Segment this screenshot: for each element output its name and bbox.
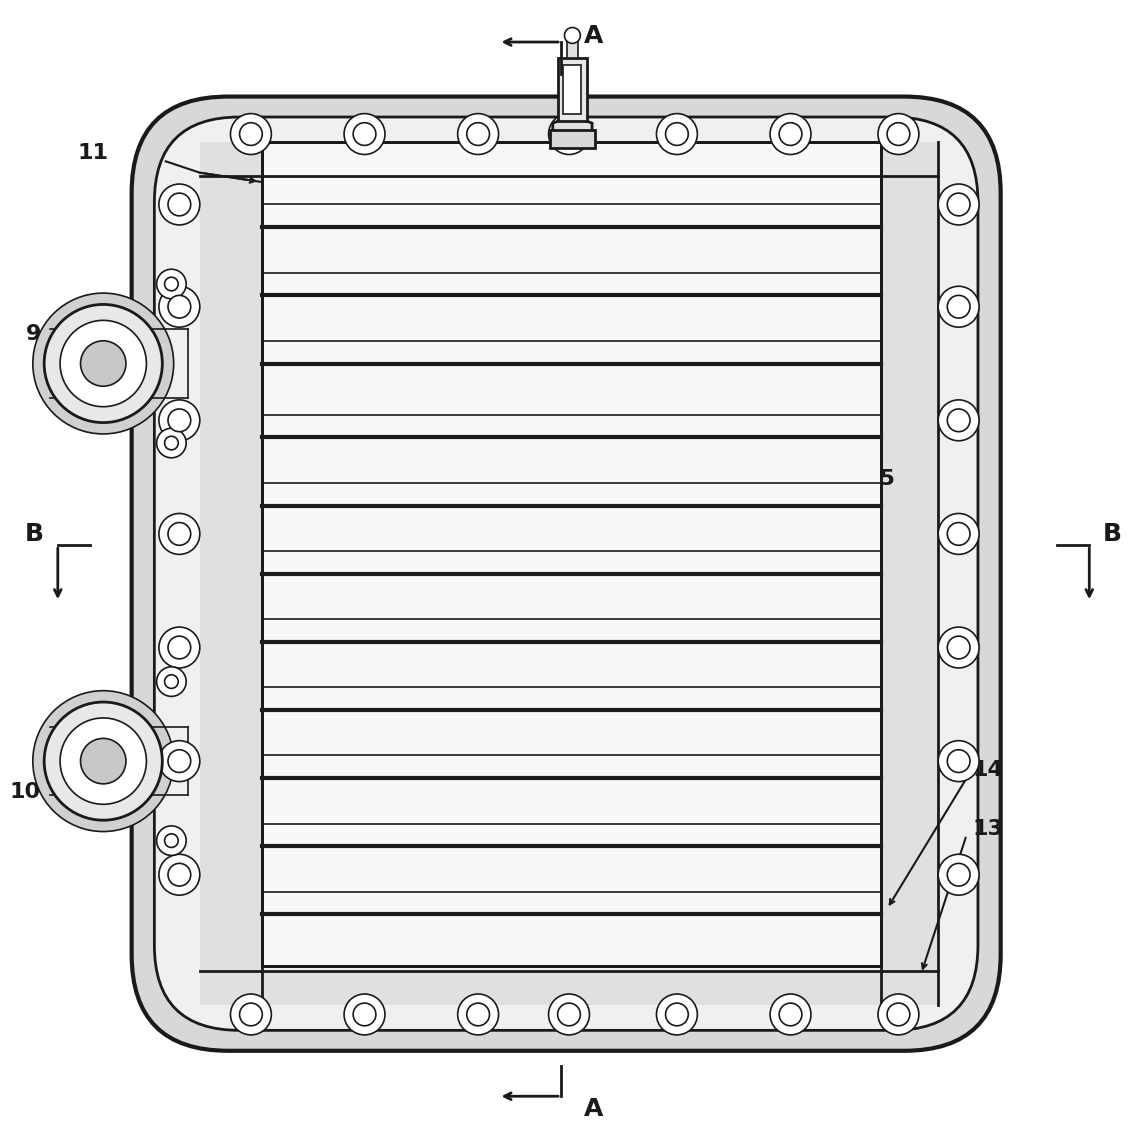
Bar: [563, 65, 582, 114]
Text: 15: 15: [865, 469, 896, 490]
Circle shape: [33, 691, 174, 832]
Circle shape: [159, 627, 200, 668]
Circle shape: [888, 1003, 909, 1026]
Circle shape: [938, 627, 979, 668]
Text: 10: 10: [9, 782, 41, 802]
Bar: [200, 142, 262, 1005]
Circle shape: [780, 1003, 802, 1026]
Text: 14: 14: [972, 760, 1004, 780]
Bar: [882, 142, 938, 1005]
Text: B: B: [1103, 521, 1122, 546]
Circle shape: [165, 675, 179, 688]
Circle shape: [344, 114, 385, 154]
Bar: [200, 142, 938, 176]
Circle shape: [44, 304, 163, 423]
Circle shape: [240, 1003, 262, 1026]
Circle shape: [549, 994, 589, 1035]
Circle shape: [947, 295, 970, 318]
Bar: [558, 58, 587, 120]
Circle shape: [165, 277, 179, 291]
Circle shape: [159, 286, 200, 327]
Circle shape: [938, 741, 979, 782]
Circle shape: [457, 114, 498, 154]
Text: A: A: [584, 1096, 603, 1121]
Circle shape: [770, 114, 811, 154]
Circle shape: [33, 293, 174, 434]
Circle shape: [159, 400, 200, 441]
Circle shape: [947, 750, 970, 772]
Circle shape: [947, 863, 970, 886]
Circle shape: [60, 718, 147, 804]
Circle shape: [888, 123, 909, 145]
Circle shape: [168, 750, 191, 772]
Circle shape: [165, 436, 179, 450]
Circle shape: [666, 123, 688, 145]
Bar: [550, 130, 595, 148]
FancyBboxPatch shape: [132, 97, 1000, 1051]
Circle shape: [549, 114, 589, 154]
Circle shape: [879, 114, 918, 154]
Circle shape: [159, 513, 200, 554]
Circle shape: [947, 193, 970, 216]
Circle shape: [938, 854, 979, 895]
Circle shape: [467, 123, 489, 145]
Circle shape: [947, 523, 970, 545]
Circle shape: [938, 184, 979, 225]
Circle shape: [657, 114, 698, 154]
Circle shape: [157, 826, 187, 855]
Bar: [200, 971, 938, 1005]
Polygon shape: [553, 116, 592, 145]
FancyBboxPatch shape: [155, 117, 978, 1030]
Circle shape: [157, 428, 187, 458]
Circle shape: [467, 1003, 489, 1026]
Circle shape: [168, 523, 191, 545]
Circle shape: [231, 114, 271, 154]
Circle shape: [879, 994, 918, 1035]
Circle shape: [81, 341, 126, 386]
Circle shape: [666, 1003, 688, 1026]
Circle shape: [231, 994, 271, 1035]
Circle shape: [168, 193, 191, 216]
Circle shape: [159, 184, 200, 225]
Circle shape: [938, 400, 979, 441]
Circle shape: [81, 738, 126, 784]
Circle shape: [168, 636, 191, 659]
Circle shape: [168, 409, 191, 432]
Circle shape: [44, 702, 163, 820]
Text: 11: 11: [77, 143, 109, 164]
Circle shape: [157, 269, 187, 299]
Circle shape: [159, 741, 200, 782]
Circle shape: [157, 667, 187, 696]
Circle shape: [344, 994, 385, 1035]
Bar: [262, 142, 882, 966]
Circle shape: [353, 123, 376, 145]
Circle shape: [558, 1003, 580, 1026]
Circle shape: [558, 123, 580, 145]
Circle shape: [60, 320, 147, 407]
Text: B: B: [25, 521, 44, 546]
Circle shape: [240, 123, 262, 145]
Circle shape: [165, 834, 179, 847]
Circle shape: [657, 994, 698, 1035]
Text: 13: 13: [972, 819, 1004, 840]
Circle shape: [168, 863, 191, 886]
Circle shape: [938, 513, 979, 554]
Circle shape: [457, 994, 498, 1035]
Circle shape: [564, 27, 580, 43]
Text: A: A: [584, 24, 603, 49]
Circle shape: [770, 994, 811, 1035]
Circle shape: [780, 123, 802, 145]
Circle shape: [159, 854, 200, 895]
Circle shape: [938, 286, 979, 327]
Bar: [567, 37, 578, 58]
Circle shape: [947, 409, 970, 432]
Circle shape: [168, 295, 191, 318]
Text: 9: 9: [25, 324, 41, 344]
Circle shape: [947, 636, 970, 659]
Circle shape: [353, 1003, 376, 1026]
